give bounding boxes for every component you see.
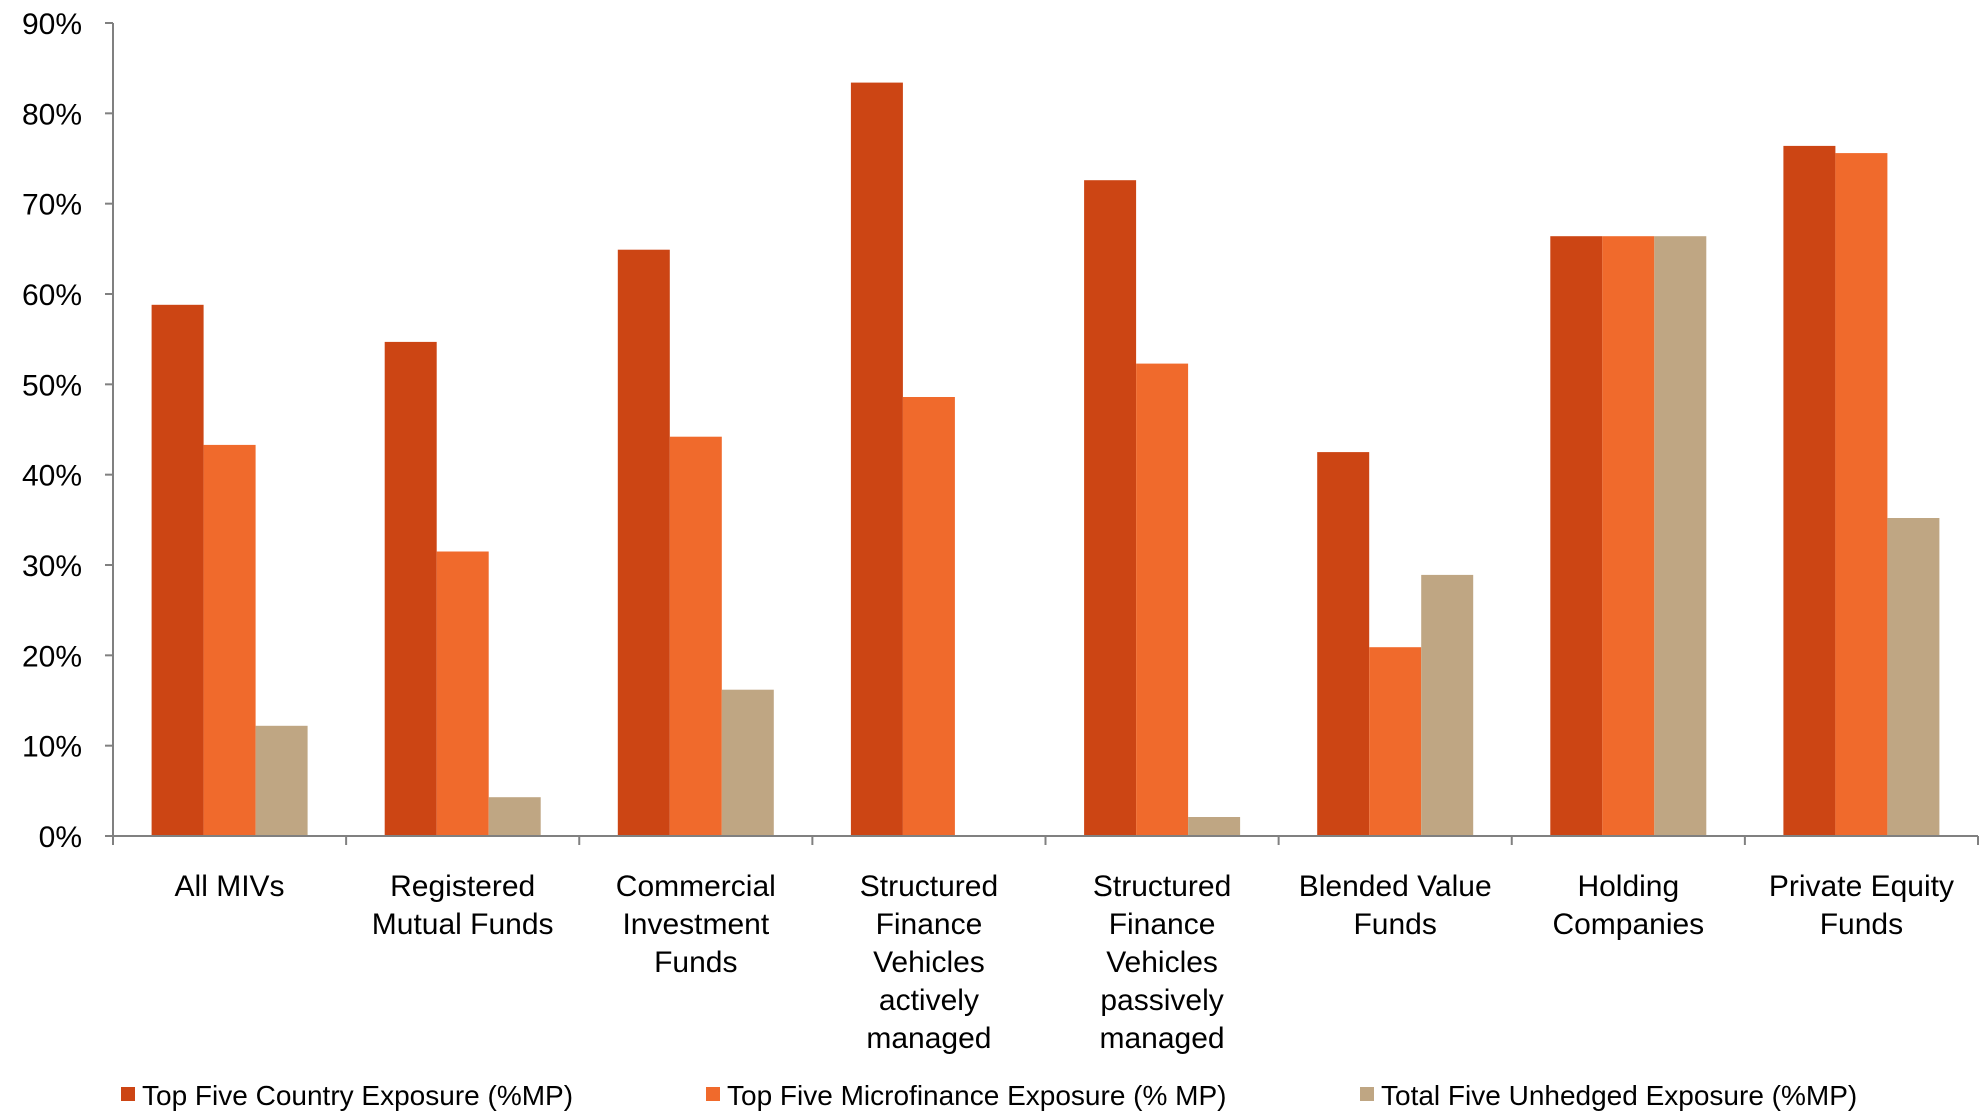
bars-layer xyxy=(151,82,1940,837)
bar-1-6 xyxy=(1317,452,1370,836)
legend-label: Top Five Country Exposure (%MP) xyxy=(142,1080,573,1111)
bar-3-6 xyxy=(1421,574,1474,836)
bar-1-3 xyxy=(617,249,670,836)
bar-1-4 xyxy=(850,82,903,837)
bar-2-5 xyxy=(1136,363,1189,836)
axes-layer: 0% 10% 20% 30% 40% 50% 60% 70% 80% 90% All MIVs Reg… xyxy=(22,8,1979,1055)
y-tick-label: 10% xyxy=(22,731,82,764)
x-category-label: Holding Companies xyxy=(1552,870,1704,941)
bar-2-7 xyxy=(1602,236,1655,836)
legend-swatch xyxy=(706,1087,720,1101)
y-tick-label: 60% xyxy=(22,279,82,312)
y-tick-label: 0% xyxy=(39,821,82,854)
x-category-label: Registered Mutual Funds xyxy=(372,870,554,941)
bar-2-3 xyxy=(669,436,722,836)
y-tick-label: 30% xyxy=(22,550,82,583)
y-tick-label: 40% xyxy=(22,460,82,493)
bar-2-2 xyxy=(436,551,489,836)
bar-3-5 xyxy=(1188,817,1241,836)
bar-3-2 xyxy=(488,797,541,836)
bar-2-8 xyxy=(1835,153,1888,837)
bar-1-2 xyxy=(384,341,437,836)
y-tick-label: 20% xyxy=(22,640,82,673)
legend: Top Five Country Exposure (%MP) Top Five … xyxy=(121,1080,1857,1111)
legend-label: Top Five Microfinance Exposure (% MP) xyxy=(727,1080,1227,1111)
legend-swatch xyxy=(121,1087,135,1101)
bar-2-4 xyxy=(902,397,955,836)
legend-swatch xyxy=(1360,1087,1374,1101)
bar-1-1 xyxy=(151,304,204,836)
bar-3-3 xyxy=(721,689,774,836)
y-tick-label: 70% xyxy=(22,189,82,222)
x-category-label: Private Equity Funds xyxy=(1769,870,1954,941)
bar-2-6 xyxy=(1369,647,1422,836)
y-tick-label: 50% xyxy=(22,369,82,402)
x-category-label: Structured Finance Vehicles actively managed xyxy=(860,870,998,1055)
bar-3-7 xyxy=(1654,236,1707,836)
x-category-label: Commercial Investment Funds xyxy=(616,870,776,979)
bar-1-8 xyxy=(1783,145,1836,836)
y-tick-label: 90% xyxy=(22,8,82,41)
bar-1-5 xyxy=(1084,180,1137,836)
x-category-label: All MIVs xyxy=(175,870,285,903)
y-tick-label: 80% xyxy=(22,98,82,131)
bar-3-1 xyxy=(255,725,308,836)
bar-3-8 xyxy=(1887,518,1940,836)
bar-2-1 xyxy=(203,444,256,836)
x-category-label: Structured Finance Vehicles passively manage… xyxy=(1093,870,1231,1055)
legend-label: Total Five Unhedged Exposure (%MP) xyxy=(1381,1080,1857,1111)
bar-1-7 xyxy=(1550,236,1603,836)
x-category-label: Blended Value Funds xyxy=(1299,870,1492,941)
